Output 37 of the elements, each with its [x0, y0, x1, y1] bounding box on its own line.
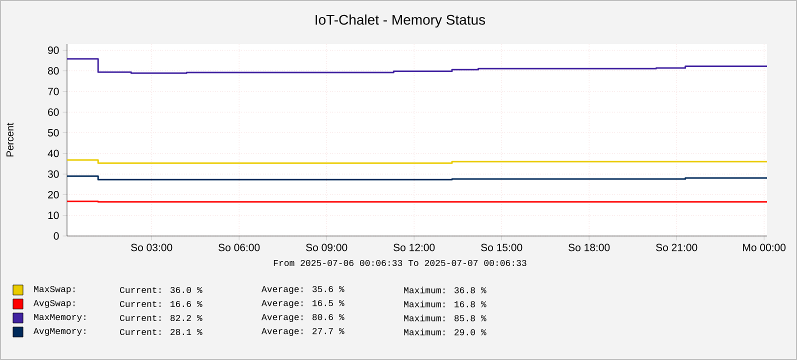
chart-title: IoT-Chalet - Memory Status: [316, 14, 486, 28]
legend-label: AvgMemory:: [34, 328, 86, 336]
x-tick-label: So 09:00: [306, 244, 348, 252]
text: Average: 80.6 %: [262, 314, 344, 322]
text: Maximum: 16.8 %: [404, 300, 486, 308]
y-tick-label: 30: [48, 170, 59, 178]
text: Maximum: 29.0 %: [404, 328, 486, 336]
x-tick-label: So 15:00: [481, 244, 522, 252]
text: From 2025-07-06 00:06:33 To 2025-07-07 00:06:33: [274, 260, 526, 266]
y-tick-label: 80: [48, 67, 59, 75]
y-tick-label: 0: [54, 232, 59, 240]
legend-label: MaxMemory:: [34, 314, 86, 322]
text: Maximum: 36.8 %: [404, 286, 486, 294]
y-tick-label: 10: [48, 212, 59, 220]
text: Maximum: 85.8 %: [404, 314, 486, 322]
text: Current: 16.6 %: [120, 300, 202, 308]
text: Average: 35.6 %: [262, 286, 344, 294]
y-axis-title: Percent: [6, 122, 14, 156]
legend-label: MaxSwap:: [34, 286, 75, 294]
x-tick-label: So 18:00: [568, 244, 610, 252]
text: Average: 16.5 %: [262, 300, 344, 308]
text: Current: 82.2 %: [120, 314, 202, 322]
text: Current: 28.1 %: [120, 328, 202, 336]
x-tick-label: Mo 00:00: [743, 244, 786, 252]
y-tick-label: 50: [48, 129, 59, 136]
x-tick-label: So 12:00: [394, 244, 435, 252]
x-tick-label: So 21:00: [656, 244, 698, 252]
x-tick-label: So 06:00: [218, 244, 260, 252]
y-tick-label: 60: [48, 108, 59, 116]
x-tick-label: So 03:00: [131, 244, 172, 252]
y-tick-label: 70: [48, 88, 59, 96]
text: Average: 27.7 %: [262, 328, 344, 336]
y-tick-label: 20: [48, 190, 59, 198]
y-tick-label: 90: [48, 46, 59, 54]
y-tick-label: 40: [48, 150, 59, 158]
text: Current: 36.0 %: [120, 286, 202, 294]
legend-label: AvgSwap:: [34, 300, 75, 308]
